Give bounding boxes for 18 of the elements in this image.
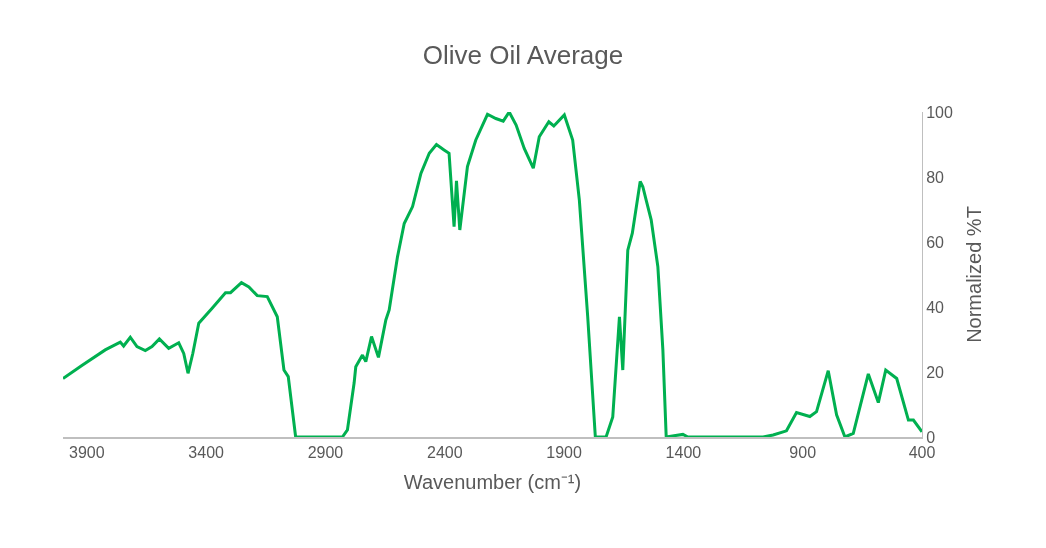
x-tick-label: 3400 [188, 444, 225, 462]
y-tick-label: 40 [926, 298, 945, 316]
x-tick-label: 900 [789, 444, 817, 462]
y-tick-label: 80 [926, 168, 945, 186]
x-tick-label: 2400 [426, 444, 463, 462]
x-axis-title: Wavenumber (cm⁻¹) [403, 471, 582, 494]
y-tick-label: 20 [926, 363, 945, 381]
x-tick-label: 2900 [307, 444, 344, 462]
x-tick-label: 400 [908, 444, 936, 462]
y-tick-label: 100 [926, 103, 953, 121]
line-series [63, 112, 922, 437]
x-tick-label: 3900 [69, 444, 105, 462]
x-tick-label: 1900 [546, 444, 582, 462]
y-axis-title: Normalized %T [963, 206, 986, 343]
x-tick-label: 1400 [665, 444, 702, 462]
y-tick-label: 60 [926, 233, 945, 251]
chart-title: Olive Oil Average [422, 39, 624, 70]
y-tick-label: 0 [926, 428, 936, 446]
